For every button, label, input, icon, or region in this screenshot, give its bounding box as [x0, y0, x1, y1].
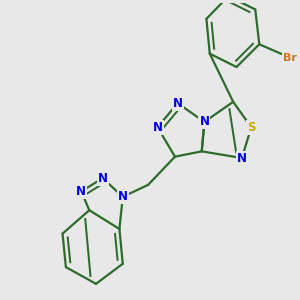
Text: N: N — [76, 185, 86, 198]
Text: N: N — [200, 116, 209, 128]
Text: N: N — [237, 152, 247, 164]
Text: N: N — [153, 121, 163, 134]
Text: N: N — [172, 97, 183, 110]
Text: N: N — [118, 190, 128, 203]
Text: Br: Br — [283, 53, 297, 63]
Text: S: S — [247, 121, 256, 134]
Text: N: N — [98, 172, 108, 184]
